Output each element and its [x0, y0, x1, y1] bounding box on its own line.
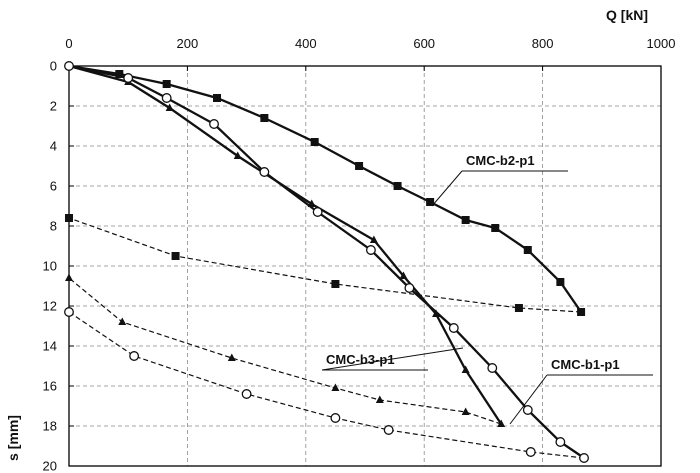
data-point	[331, 383, 340, 391]
x-tick-label: 400	[295, 36, 317, 51]
data-point	[448, 323, 459, 333]
data-point	[209, 119, 219, 129]
data-point	[369, 235, 378, 243]
data-point	[461, 216, 470, 224]
data-point	[399, 271, 408, 279]
data-point	[365, 245, 376, 255]
data-point	[461, 365, 470, 373]
data-point	[161, 93, 172, 103]
data-point	[491, 224, 500, 232]
series-label: CMC-b2-p1	[466, 153, 535, 168]
y-tick-label: 14	[43, 339, 57, 354]
data-point	[64, 307, 74, 317]
y-tick-label: 12	[43, 299, 57, 314]
y-tick-label: 6	[50, 179, 57, 194]
unloading-curve	[68, 277, 502, 425]
data-point	[404, 283, 415, 293]
data-point	[213, 94, 221, 102]
data-point	[64, 61, 74, 71]
data-point	[171, 252, 180, 260]
series-CMC-b2-p1	[65, 64, 586, 316]
data-point	[233, 151, 242, 159]
callout-leader	[431, 170, 463, 207]
gridlines	[69, 66, 661, 466]
y-tick-label: 2	[50, 99, 57, 114]
x-tick-label: 800	[532, 36, 554, 51]
data-point	[65, 214, 73, 222]
x-tick-label: 1000	[647, 36, 676, 51]
y-tick-label: 16	[43, 379, 57, 394]
callout-leader	[509, 374, 548, 425]
data-point	[310, 138, 319, 146]
data-point	[65, 273, 73, 281]
series-CMC-b1-p1	[64, 61, 589, 463]
data-point	[514, 304, 523, 312]
data-point	[383, 425, 394, 435]
data-point	[556, 278, 565, 286]
y-axis-title: s [mm]	[5, 415, 21, 461]
data-point	[461, 407, 470, 415]
data-point	[115, 70, 124, 78]
data-point	[241, 389, 252, 399]
x-tick-label: 600	[413, 36, 435, 51]
series-CMC-b3-p1	[65, 64, 506, 427]
y-tick-label: 20	[43, 459, 57, 473]
data-point	[426, 198, 435, 206]
y-tick-label: 18	[43, 419, 57, 434]
data-point	[312, 207, 323, 217]
data-point	[393, 182, 402, 190]
callout-leader	[321, 347, 464, 371]
data-point	[525, 447, 536, 457]
data-point	[227, 353, 236, 361]
data-point	[522, 405, 533, 415]
data-point	[162, 80, 171, 88]
y-tick-label: 10	[43, 259, 57, 274]
data-point	[497, 419, 506, 427]
data-point	[523, 246, 532, 254]
series-label: CMC-b3-p1	[326, 352, 395, 367]
data-point	[259, 167, 270, 177]
data-point	[129, 351, 140, 361]
loading-curve	[68, 64, 503, 425]
loading-curve	[68, 64, 585, 459]
data-point	[355, 162, 364, 170]
data-point	[260, 114, 269, 122]
data-point	[165, 103, 174, 111]
series-layer	[64, 61, 589, 463]
data-point	[555, 437, 566, 447]
unloading-curve	[68, 217, 582, 313]
data-point	[123, 73, 134, 83]
series-callouts: CMC-b2-p1 CMC-b3-p1 CMC-b1-p1	[321, 153, 653, 425]
x-axis-title: Q [kN]	[606, 7, 648, 23]
data-point	[118, 317, 127, 325]
data-point	[577, 308, 586, 316]
data-point	[330, 413, 341, 423]
axis-ticks: 0 200 400 600 800 1000 0 2 4 6 8 10 12 14 16 18 20	[43, 36, 676, 473]
x-tick-label: 0	[65, 36, 72, 51]
data-point	[579, 453, 589, 463]
data-point	[375, 395, 384, 403]
y-tick-label: 4	[50, 139, 57, 154]
data-point	[331, 280, 340, 288]
loading-curve	[68, 64, 583, 313]
y-tick-label: 8	[50, 219, 57, 234]
x-tick-label: 200	[177, 36, 199, 51]
data-point	[487, 363, 498, 373]
y-tick-label: 0	[50, 59, 57, 74]
series-label: CMC-b1-p1	[551, 357, 620, 372]
